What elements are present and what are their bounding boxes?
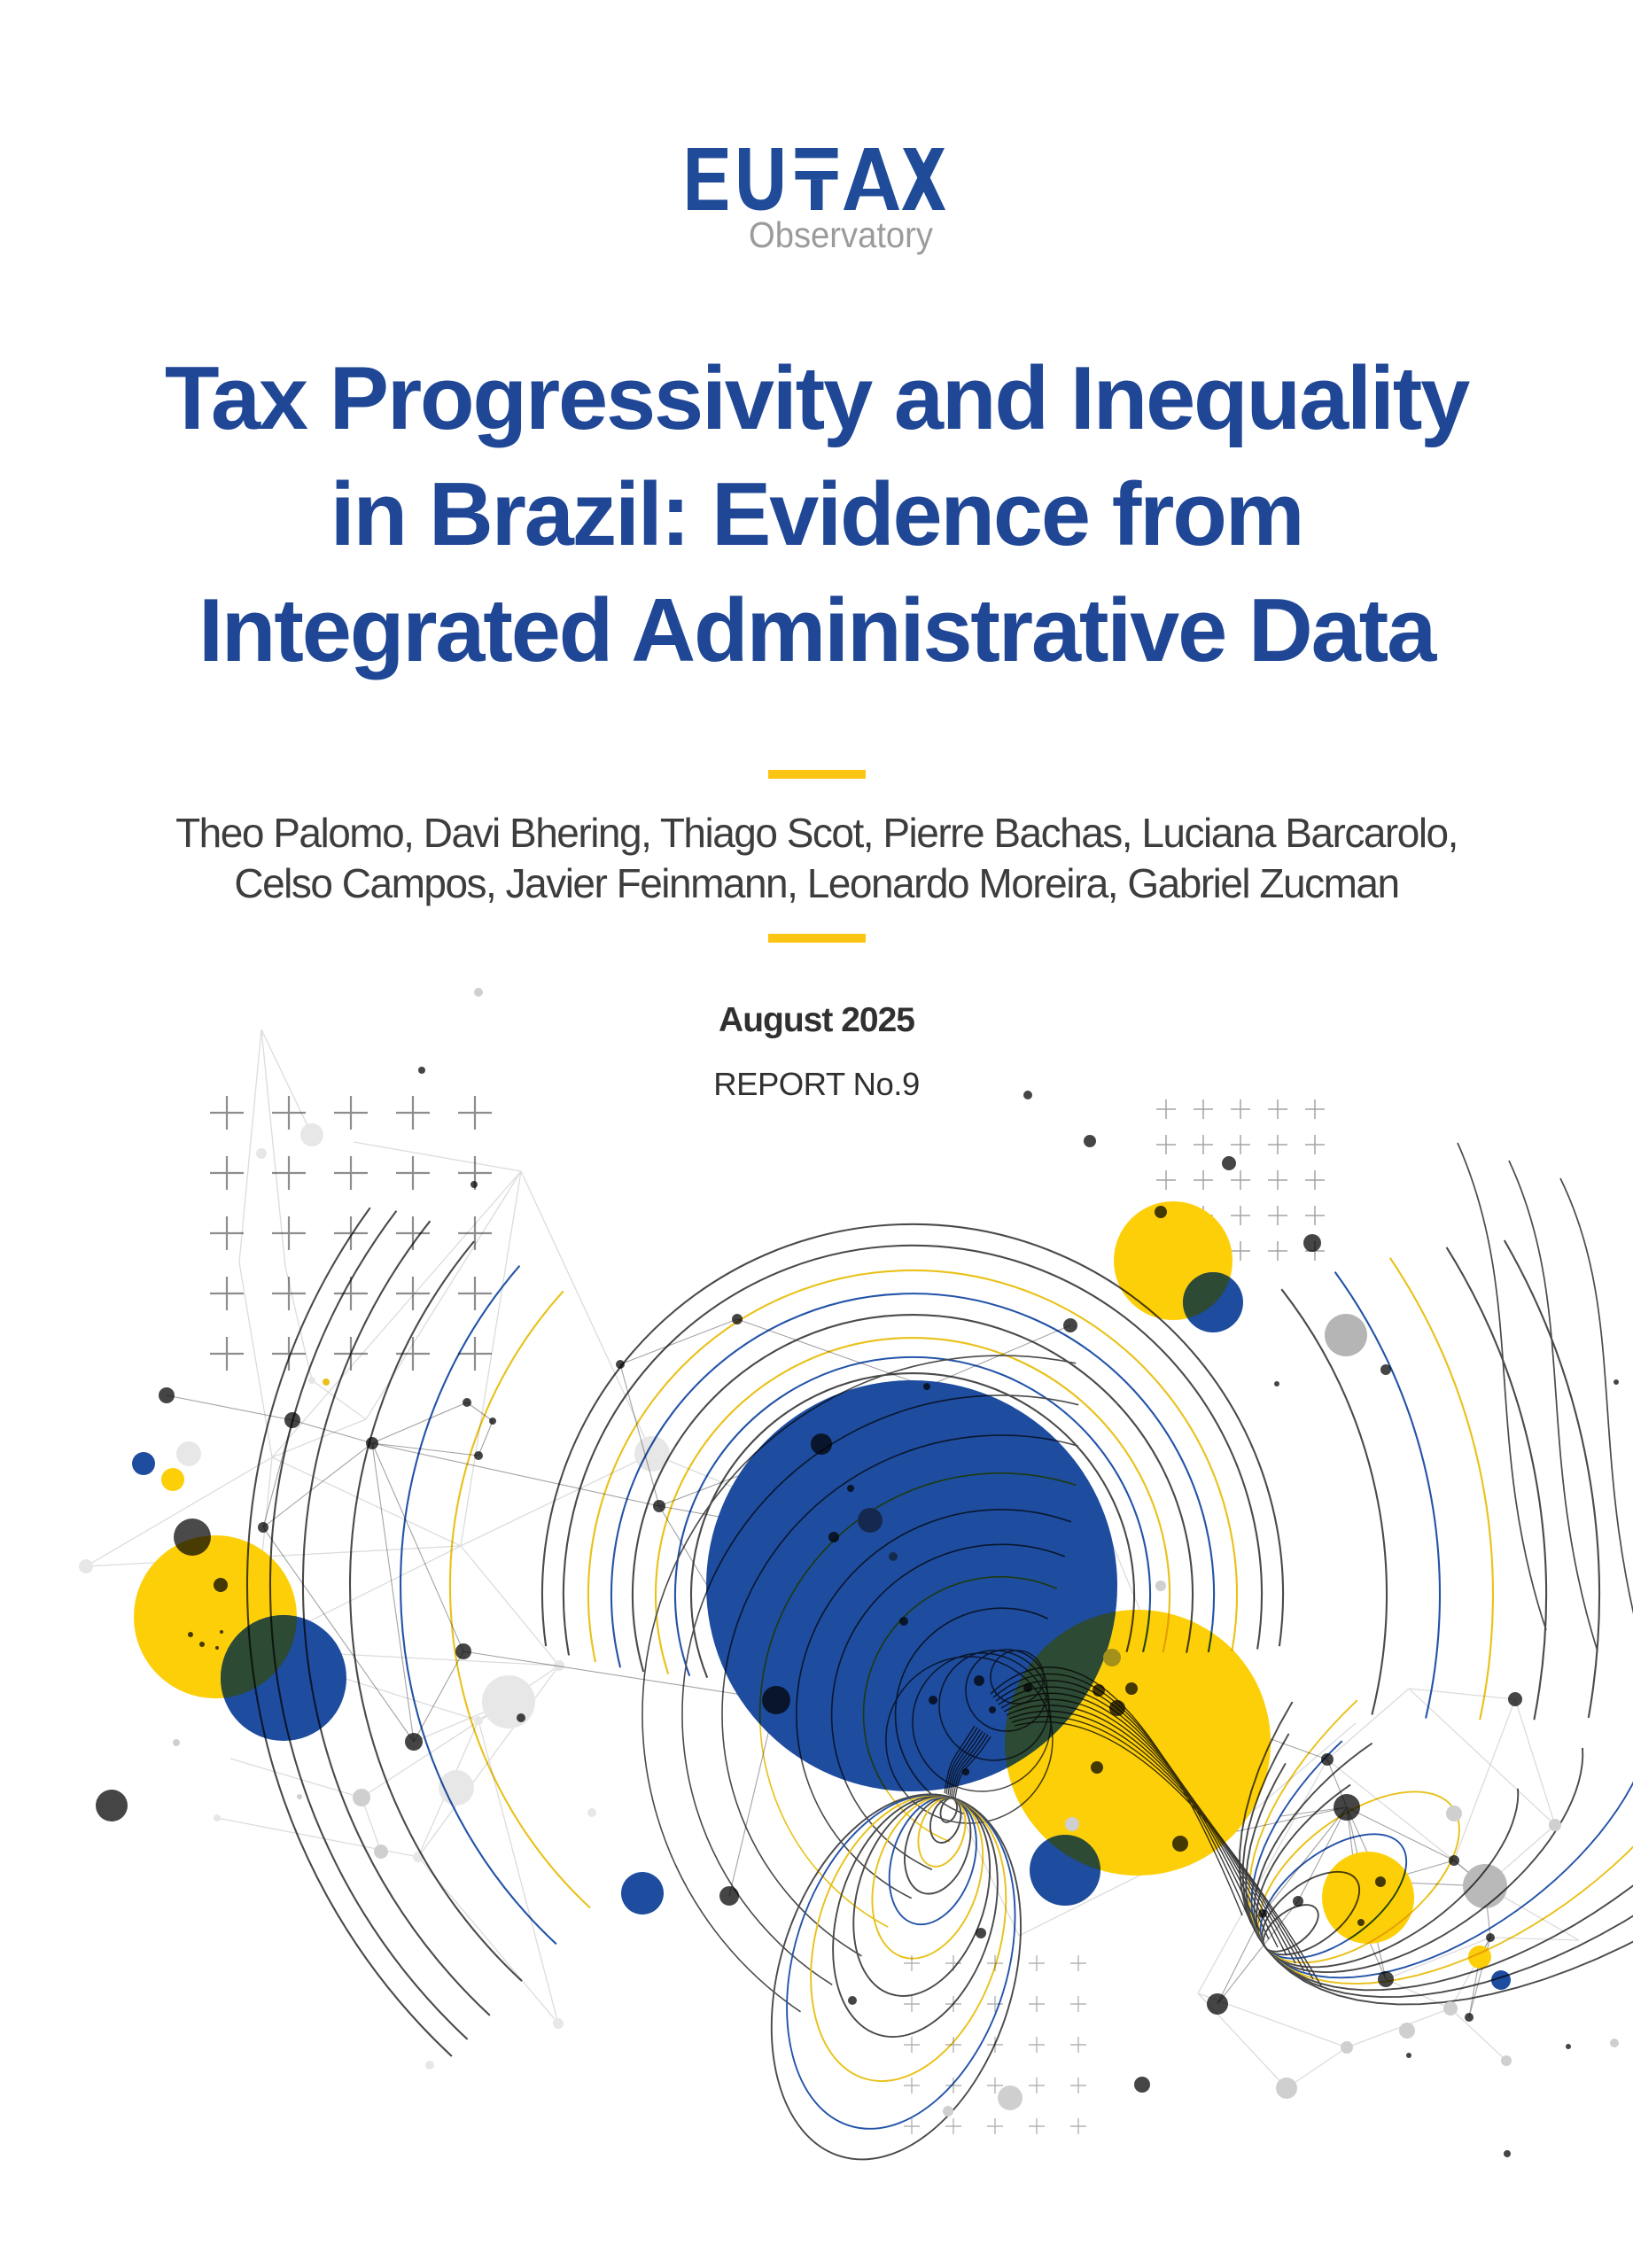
svg-text:Observatory: Observatory: [749, 214, 933, 255]
